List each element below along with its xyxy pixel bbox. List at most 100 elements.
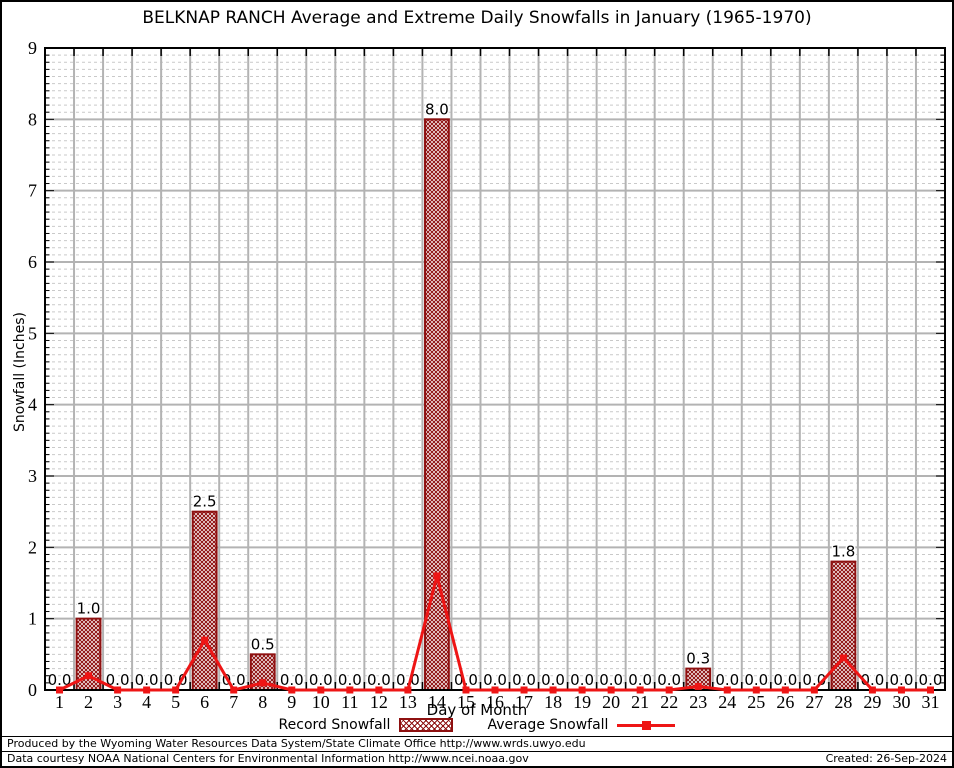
bar-value-label: 8.0 [425, 100, 449, 118]
bar-value-label: 0.0 [541, 671, 565, 689]
bar-value-label: 0.0 [919, 671, 943, 689]
x-tick-label: 7 [229, 692, 238, 712]
bar-value-label: 0.0 [454, 671, 478, 689]
footer-bottom-row: Data courtesy NOAA National Centers for … [2, 751, 952, 766]
bar-value-label: 0.3 [686, 650, 710, 668]
average-point [868, 686, 876, 694]
x-tick-label: 19 [573, 692, 591, 712]
bar-value-label: 0.0 [222, 671, 246, 689]
average-point [752, 686, 760, 694]
footer-created-date: Created: 26-Sep-2024 [825, 752, 947, 765]
y-tick-label: 9 [28, 38, 37, 58]
average-point [723, 686, 731, 694]
average-snowfall-swatch-icon [617, 720, 676, 730]
average-point [810, 686, 818, 694]
x-axis-title: Day of Month [426, 701, 528, 719]
bar-value-label: 0.5 [251, 635, 275, 653]
bar-value-label: 0.0 [367, 671, 391, 689]
average-point [549, 686, 557, 694]
y-tick-label: 4 [28, 395, 37, 415]
average-point [897, 686, 905, 694]
average-point [926, 686, 934, 694]
average-point [259, 679, 267, 687]
x-tick-label: 27 [805, 692, 823, 712]
x-tick-label: 28 [834, 692, 852, 712]
average-point [85, 672, 93, 680]
x-tick-label: 22 [660, 692, 678, 712]
bar-value-label: 0.0 [657, 671, 681, 689]
bar-value-label: 0.0 [890, 671, 914, 689]
x-tick-label: 12 [370, 692, 388, 712]
bar-value-label: 0.0 [570, 671, 594, 689]
bar-value-label: 0.0 [396, 671, 420, 689]
average-point [578, 686, 586, 694]
x-tick-label: 24 [718, 692, 736, 712]
average-point [230, 686, 238, 694]
bar-value-label: 0.0 [164, 671, 188, 689]
footer-data-courtesy: Data courtesy NOAA National Centers for … [7, 752, 529, 765]
x-tick-label: 1 [55, 692, 64, 712]
x-tick-label: 16 [486, 692, 504, 712]
average-point [636, 686, 644, 694]
x-tick-label: 15 [457, 692, 475, 712]
bar-value-label: 0.0 [135, 671, 159, 689]
y-tick-label: 5 [28, 323, 37, 343]
x-tick-label: 25 [747, 692, 765, 712]
record-bar [830, 560, 857, 691]
footer-produced-by: Produced by the Wyoming Water Resources … [2, 736, 952, 751]
x-tick-label: 23 [689, 692, 707, 712]
average-point [491, 686, 499, 694]
chart-plot: 0.0 1.0 0.0 0.0 0.0 2.5 0.0 0.5 0.0 0.0 0.0 0.0 0.0 8… [28, 38, 946, 712]
y-tick-label: 1 [28, 609, 37, 629]
bar-value-label: 2.5 [193, 493, 217, 511]
x-tick-label: 9 [287, 692, 296, 712]
average-point [404, 686, 412, 694]
bar-value-label: 0.0 [628, 671, 652, 689]
legend-average-label: Average Snowfall [487, 717, 609, 733]
bar-value-label: 0.0 [309, 671, 333, 689]
x-tick-label: 10 [312, 692, 330, 712]
x-tick-label: 11 [341, 692, 358, 712]
x-tick-label: 20 [602, 692, 620, 712]
average-point [607, 686, 615, 694]
chart-title: BELKNAP RANCH Average and Extreme Daily … [142, 8, 812, 28]
bar-value-label: 0.0 [744, 671, 768, 689]
footer: Produced by the Wyoming Water Resources … [2, 736, 952, 766]
average-point [346, 686, 354, 694]
legend-item-record: Record Snowfall [279, 717, 454, 733]
record-snowfall-swatch-icon [399, 718, 454, 732]
bar-value-label: 0.0 [773, 671, 797, 689]
x-tick-label: 3 [113, 692, 122, 712]
average-point [462, 686, 470, 694]
x-tick-label: 8 [258, 692, 267, 712]
record-bar [191, 510, 218, 691]
x-tick-label: 4 [142, 692, 151, 712]
x-tick-label: 29 [863, 692, 881, 712]
average-point [375, 686, 383, 694]
x-tick-label: 13 [399, 692, 417, 712]
y-tick-label: 3 [28, 466, 37, 486]
x-tick-label: 17 [515, 692, 533, 712]
x-tick-label: 26 [776, 692, 794, 712]
average-point [839, 654, 847, 662]
x-tick-label: 18 [544, 692, 562, 712]
x-tick-label: 31 [921, 692, 939, 712]
x-tick-label: 14 [428, 692, 446, 712]
y-tick-label: 8 [28, 109, 37, 129]
x-tick-label: 30 [892, 692, 910, 712]
average-point [317, 686, 325, 694]
average-point [201, 636, 209, 644]
average-point [520, 686, 528, 694]
average-point [288, 686, 296, 694]
average-point [172, 686, 180, 694]
average-point [143, 686, 151, 694]
bar-value-label: 0.0 [599, 671, 623, 689]
y-tick-label: 6 [28, 252, 37, 272]
x-tick-label: 2 [84, 692, 93, 712]
y-tick-label: 2 [28, 537, 37, 557]
average-point [56, 686, 64, 694]
average-point [781, 686, 789, 694]
average-point [114, 686, 122, 694]
x-tick-label: 6 [200, 692, 209, 712]
